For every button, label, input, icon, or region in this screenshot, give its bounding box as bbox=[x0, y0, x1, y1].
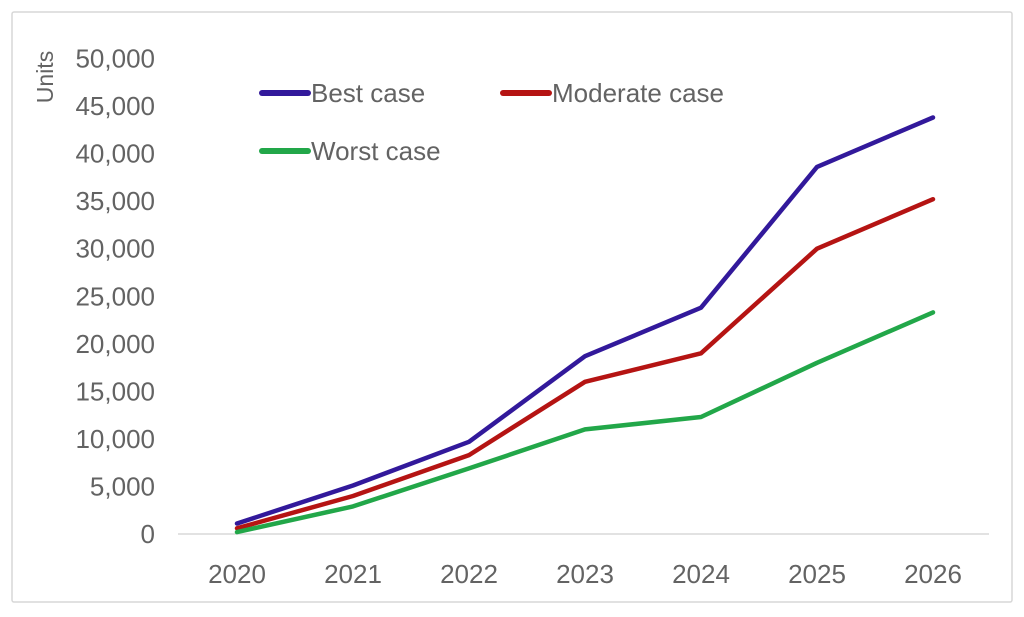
x-tick-label: 2023 bbox=[556, 559, 614, 589]
chart-frame bbox=[11, 11, 1013, 603]
y-tick-label: 0 bbox=[141, 519, 155, 549]
y-tick-label: 15,000 bbox=[75, 376, 155, 406]
y-tick-label: 45,000 bbox=[75, 91, 155, 121]
x-tick-label: 2022 bbox=[440, 559, 498, 589]
legend-label-worst-case: Worst case bbox=[311, 136, 441, 166]
legend-label-moderate-case: Moderate case bbox=[552, 78, 724, 108]
y-tick-label: 40,000 bbox=[75, 139, 155, 169]
y-tick-label: 20,000 bbox=[75, 329, 155, 359]
legend-label-best-case: Best case bbox=[311, 78, 425, 108]
y-tick-label: 10,000 bbox=[75, 424, 155, 454]
x-tick-label: 2025 bbox=[788, 559, 846, 589]
y-axis-title: Units bbox=[32, 51, 58, 103]
x-tick-label: 2021 bbox=[324, 559, 382, 589]
y-tick-label: 30,000 bbox=[75, 234, 155, 264]
series-line-moderate-case bbox=[234, 196, 936, 531]
y-tick-label: 5,000 bbox=[90, 471, 155, 501]
y-tick-label: 35,000 bbox=[75, 186, 155, 216]
x-tick-label: 2020 bbox=[208, 559, 266, 589]
x-tick-label: 2024 bbox=[672, 559, 730, 589]
y-tick-label: 50,000 bbox=[75, 44, 155, 74]
y-tick-label: 25,000 bbox=[75, 281, 155, 311]
series-line-best-case bbox=[234, 115, 936, 526]
series-line-worst-case bbox=[234, 310, 936, 535]
x-tick-label: 2026 bbox=[904, 559, 962, 589]
